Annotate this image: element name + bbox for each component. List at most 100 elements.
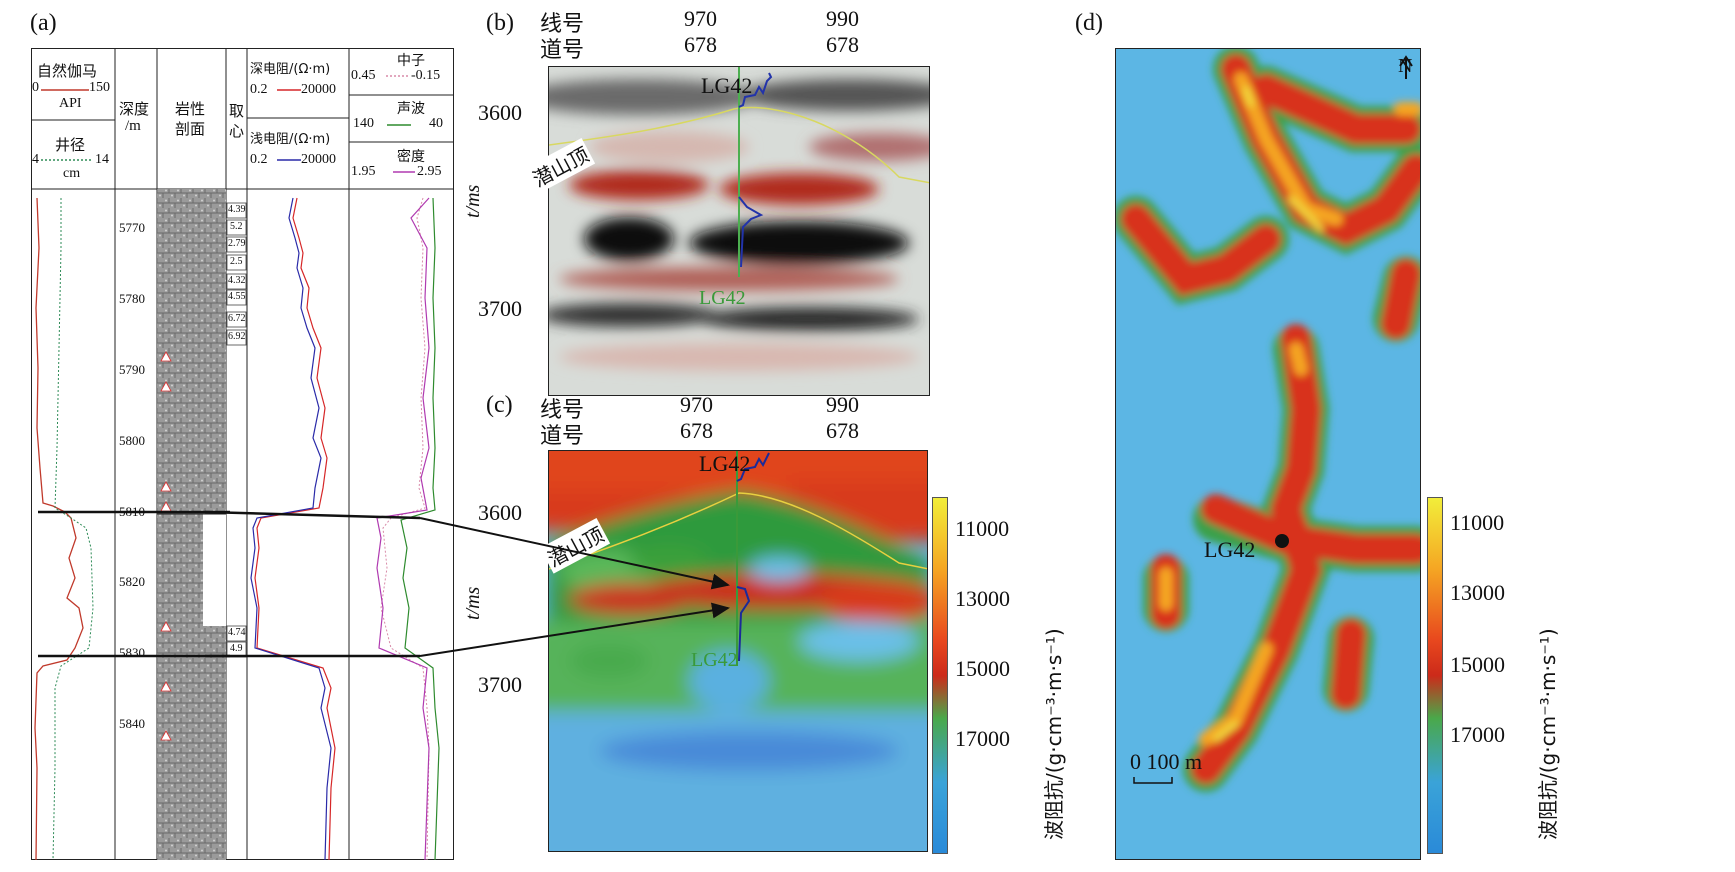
core-value: 2.79 — [228, 238, 246, 249]
core-value: 2.5 — [230, 256, 243, 267]
c-ylabel: t/ms — [462, 586, 484, 620]
b-line-tick: 970 — [684, 6, 717, 31]
shallow-res-title: 浅电阻/(Ω·m) — [250, 132, 331, 147]
sonic-max: 40 — [429, 116, 443, 131]
b-well-top: LG42 — [701, 73, 753, 98]
d-cbar-tick: 15000 — [1450, 652, 1505, 677]
b-line-tick: 990 — [826, 6, 859, 31]
deep-res-max: 20000 — [301, 82, 336, 97]
core-value: 4.9 — [230, 643, 243, 654]
gamma-min: 0 — [32, 80, 39, 95]
deep-res-title: 深电阻/(Ω·m) — [250, 62, 331, 77]
c-cbar-label: 波阻抗/(g·cm⁻³·m·s⁻¹) — [1042, 628, 1066, 840]
deep-res-curve — [254, 197, 336, 860]
c-trace-tick: 678 — [680, 418, 713, 443]
litho-markers — [160, 351, 172, 741]
b-trace-tick: 678 — [684, 32, 717, 57]
depth-tick: 5830 — [119, 645, 145, 660]
gamma-curve — [34, 197, 84, 860]
c-trace-label: 道号 — [540, 424, 585, 449]
depth-title: 深度 — [119, 100, 150, 118]
density-max: 2.95 — [417, 164, 442, 179]
c-well-bottom: LG42 — [691, 649, 738, 671]
neutron-max: -0.15 — [411, 68, 441, 83]
sonic-curve — [400, 197, 440, 860]
panel-c-label: (c) — [486, 392, 513, 418]
d-well-label: LG42 — [1204, 537, 1256, 562]
neutron-curve — [380, 197, 430, 860]
north-arrow-label: N — [1398, 55, 1413, 77]
c-well-top: LG42 — [699, 451, 751, 476]
depth-unit: /m — [125, 118, 141, 134]
d-scale-label: 0 100 m — [1130, 749, 1203, 774]
b-trace-label: 道号 — [540, 38, 585, 63]
caliper-min: 4 — [32, 152, 39, 167]
caliper-unit: cm — [63, 166, 81, 181]
litho-title: 岩性 — [175, 100, 206, 118]
shallow-res-min: 0.2 — [250, 152, 268, 167]
seismic-b-panel: LG42 LG42 — [548, 66, 930, 396]
depth-tick: 5790 — [119, 362, 145, 377]
caliper-curve — [52, 198, 94, 860]
shallow-res-max: 20000 — [301, 152, 336, 167]
b-ytick: 3600 — [478, 100, 522, 125]
colorbar-d — [1427, 497, 1443, 854]
c-cbar-tick: 11000 — [955, 516, 1010, 541]
core-value: 4.39 — [228, 204, 246, 215]
c-ytick: 3600 — [478, 500, 522, 525]
b-ytick: 3700 — [478, 296, 522, 321]
sonic-min: 140 — [353, 116, 374, 131]
gamma-max: 150 — [89, 80, 110, 95]
depth-tick: 5820 — [119, 574, 145, 589]
panel-b-label: (b) — [486, 10, 514, 36]
core-value: 6.72 — [228, 313, 246, 324]
panel-a-label: (a) — [30, 10, 57, 36]
core-title-2: 心 — [229, 122, 245, 140]
core-value: 5.2 — [230, 221, 243, 232]
c-cbar-tick: 13000 — [955, 586, 1010, 611]
gamma-title: 自然伽马 — [37, 62, 98, 80]
d-cbar-tick: 13000 — [1450, 580, 1505, 605]
b-line-label: 线号 — [540, 12, 585, 37]
caliper-max: 14 — [95, 152, 109, 167]
c-cbar-tick: 17000 — [955, 726, 1010, 751]
depth-tick: 5810 — [119, 504, 145, 519]
d-cbar-label: 波阻抗/(g·cm⁻³·m·s⁻¹) — [1536, 628, 1560, 840]
well-lg42-marker — [1275, 534, 1289, 548]
c-line-tick: 970 — [680, 392, 713, 417]
core-value: 4.74 — [228, 627, 246, 638]
deep-res-min: 0.2 — [250, 82, 268, 97]
depth-tick: 5770 — [119, 220, 145, 235]
well-log-panel: 自然伽马 0 150 API 井径 4 14 cm 深度 /m 岩性 剖面 取 … — [31, 48, 454, 860]
core-value: 4.32 — [228, 275, 246, 286]
caliper-title: 井径 — [55, 136, 86, 154]
neutron-title: 中子 — [397, 53, 425, 69]
b-well-bottom: LG42 — [699, 287, 746, 309]
c-cbar-tick: 15000 — [955, 656, 1010, 681]
impedance-map-panel: N LG42 0 100 m — [1115, 48, 1421, 860]
c-line-label: 线号 — [540, 398, 585, 423]
colorbar-c — [932, 497, 948, 854]
density-min: 1.95 — [351, 164, 376, 179]
impedance-section-panel: LG42 LG42 — [548, 450, 928, 852]
c-line-tick: 990 — [826, 392, 859, 417]
core-value: 4.55 — [228, 291, 246, 302]
c-trace-tick: 678 — [826, 418, 859, 443]
b-trace-tick: 678 — [826, 32, 859, 57]
well-log-svg — [31, 48, 454, 860]
depth-tick: 5780 — [119, 291, 145, 306]
litho-title-2: 剖面 — [175, 120, 206, 138]
neutron-min: 0.45 — [351, 68, 376, 83]
c-ytick: 3700 — [478, 672, 522, 697]
depth-tick: 5840 — [119, 716, 145, 731]
gamma-unit: API — [59, 96, 82, 111]
core-value: 6.92 — [228, 331, 246, 342]
core-title: 取 — [229, 102, 245, 120]
d-cbar-tick: 11000 — [1450, 510, 1505, 535]
sonic-title: 声波 — [397, 101, 425, 117]
depth-tick: 5800 — [119, 433, 145, 448]
shallow-res-curve — [250, 197, 332, 860]
d-cbar-tick: 17000 — [1450, 722, 1505, 747]
density-title: 密度 — [397, 149, 425, 165]
panel-d-label: (d) — [1075, 10, 1103, 36]
